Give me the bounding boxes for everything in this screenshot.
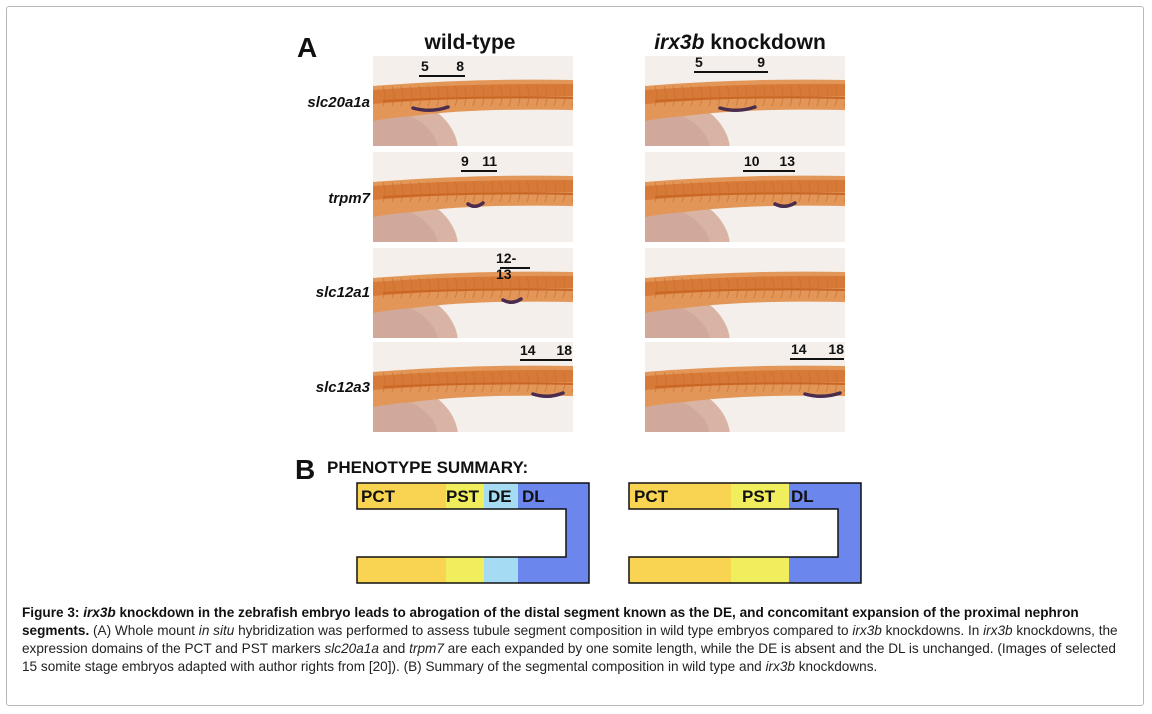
gene-label-slc12a3: slc12a3 [315, 379, 370, 396]
kd-pct-lower [629, 557, 731, 583]
tubule-wildtype [356, 482, 590, 584]
panel-b-letter: B [295, 454, 316, 485]
wt-pst-segment [446, 483, 484, 509]
column-title-knockdown: irx3b knockdown [654, 31, 826, 54]
embryo-image-wt-slc12a3 [373, 342, 573, 432]
embryo-image-kd-slc12a1 [645, 248, 845, 338]
embryo-image-wt-slc12a1 [373, 248, 573, 338]
gene-label-slc20a1a: slc20a1a [307, 94, 370, 111]
somite-marker-kd-slc12a3: 14 18 [790, 341, 844, 361]
tubule-knockdown [628, 482, 862, 584]
gene-label-slc12a1: slc12a1 [315, 284, 370, 301]
figure-frame [6, 6, 1144, 706]
embryo-image-wt-slc20a1a [373, 56, 573, 146]
wt-pst-lower [446, 557, 484, 583]
somite-marker-wt-trpm7: 9 11 [461, 153, 497, 173]
label-kd-dl: DL [791, 487, 814, 506]
label-wt-pst: PST [446, 487, 480, 506]
embryo-image-wt-trpm7 [373, 152, 573, 242]
label-wt-dl: DL [522, 487, 545, 506]
gene-label-trpm7: trpm7 [328, 190, 370, 207]
phenotype-summary-title: PHENOTYPE SUMMARY: [327, 458, 529, 477]
wt-de-lower [484, 557, 518, 583]
wt-dl-segment [518, 483, 589, 583]
embryo-image-kd-trpm7 [645, 152, 845, 242]
label-kd-pct: PCT [634, 487, 668, 506]
panel-a-letter: A [297, 32, 318, 63]
phenotype-summary-diagram [356, 482, 862, 584]
wt-pct-segment [357, 483, 446, 509]
figure-caption: Figure 3: irx3b knockdown in the zebrafi… [22, 605, 1118, 674]
label-wt-de: DE [488, 487, 512, 506]
wt-tubule-outline [356, 482, 590, 584]
kd-pst-lower [731, 557, 789, 583]
wt-pct-lower [357, 557, 446, 583]
kd-pct-segment [629, 483, 731, 509]
kd-dl-segment [789, 483, 861, 583]
column-title-wildtype: wild-type [424, 31, 516, 54]
embryo-image-kd-slc12a3 [645, 342, 845, 432]
kd-pst-segment [731, 483, 789, 509]
label-kd-pst: PST [742, 487, 776, 506]
wt-de-segment [484, 483, 518, 509]
somite-marker-kd-trpm7: 10 13 [743, 153, 795, 173]
somite-marker-wt-slc12a3: 14 18 [520, 342, 572, 362]
kd-tubule-outline [628, 482, 862, 584]
somite-marker-wt-slc12a1: 12-13 [496, 250, 530, 282]
label-wt-pct: PCT [361, 487, 395, 506]
